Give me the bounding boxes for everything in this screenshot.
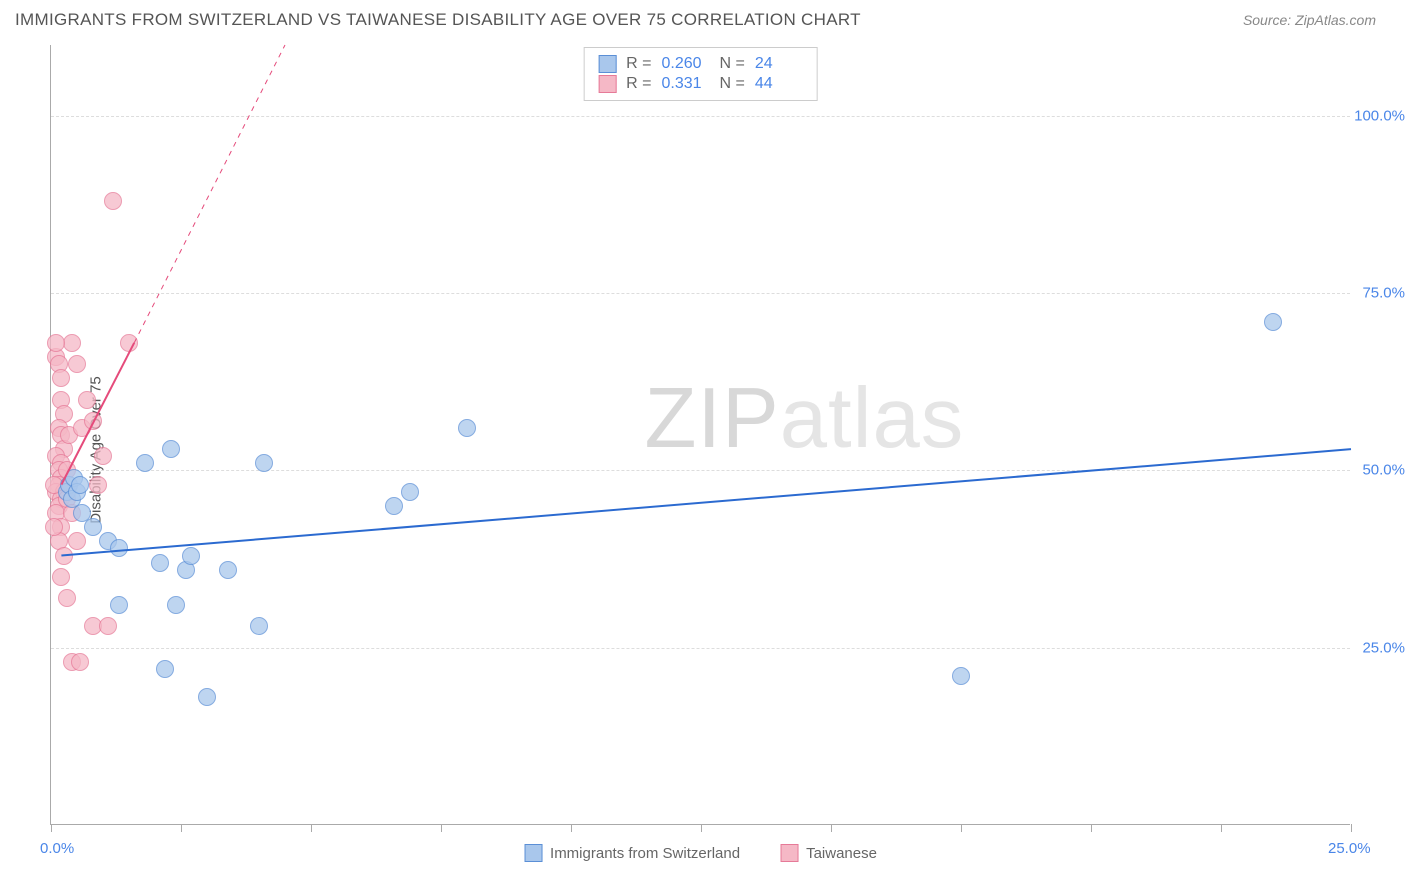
x-tick [441, 824, 442, 832]
legend-label-switzerland: Immigrants from Switzerland [550, 845, 740, 862]
bottom-legend: Immigrants from Switzerland Taiwanese [524, 844, 877, 862]
x-tick [181, 824, 182, 832]
x-tick [701, 824, 702, 832]
legend-swatch-switzerland [524, 844, 542, 862]
r-label: R = [626, 75, 651, 93]
legend-swatch-taiwanese [780, 844, 798, 862]
data-point-taiwanese [94, 447, 112, 465]
data-point-taiwanese [63, 334, 81, 352]
data-point-taiwanese [120, 334, 138, 352]
data-point-switzerland [167, 596, 185, 614]
source-attribution: Source: ZipAtlas.com [1243, 12, 1376, 28]
data-point-switzerland [156, 660, 174, 678]
x-axis-max-label: 25.0% [1328, 840, 1371, 857]
n-label: N = [720, 55, 745, 73]
data-point-switzerland [952, 667, 970, 685]
stats-row-taiwanese: R = 0.331 N = 44 [598, 74, 803, 94]
data-point-switzerland [136, 454, 154, 472]
data-point-taiwanese [68, 355, 86, 373]
x-tick [1351, 824, 1352, 832]
legend-swatch-switzerland [598, 55, 616, 73]
data-point-switzerland [219, 561, 237, 579]
grid-line [51, 116, 1350, 117]
y-tick-label: 25.0% [1362, 639, 1405, 656]
data-point-switzerland [385, 497, 403, 515]
data-point-taiwanese [71, 653, 89, 671]
x-tick [1091, 824, 1092, 832]
data-point-switzerland [255, 454, 273, 472]
data-point-switzerland [84, 518, 102, 536]
data-point-taiwanese [78, 391, 96, 409]
trend-line-ext-taiwanese [134, 45, 285, 343]
data-point-switzerland [458, 419, 476, 437]
watermark: ZIPatlas [645, 370, 965, 468]
data-point-switzerland [151, 554, 169, 572]
x-tick [571, 824, 572, 832]
data-point-taiwanese [68, 532, 86, 550]
data-point-taiwanese [45, 518, 63, 536]
data-point-switzerland [1264, 313, 1282, 331]
data-point-taiwanese [52, 568, 70, 586]
chart-title: IMMIGRANTS FROM SWITZERLAND VS TAIWANESE… [15, 10, 861, 30]
source-prefix: Source: [1243, 12, 1295, 28]
chart-container: Disability Age Over 75 ZIPatlas R = 0.26… [50, 45, 1390, 855]
data-point-taiwanese [58, 589, 76, 607]
grid-line [51, 648, 1350, 649]
data-point-taiwanese [55, 547, 73, 565]
trend-lines [51, 45, 1350, 824]
data-point-switzerland [71, 476, 89, 494]
legend-label-taiwanese: Taiwanese [806, 845, 877, 862]
data-point-switzerland [250, 617, 268, 635]
grid-line [51, 293, 1350, 294]
x-tick [831, 824, 832, 832]
grid-line [51, 470, 1350, 471]
source-name: ZipAtlas.com [1295, 12, 1376, 28]
n-label: N = [720, 75, 745, 93]
data-point-taiwanese [47, 334, 65, 352]
data-point-switzerland [198, 688, 216, 706]
x-tick [51, 824, 52, 832]
r-label: R = [626, 55, 651, 73]
y-tick-label: 100.0% [1354, 107, 1405, 124]
data-point-taiwanese [89, 476, 107, 494]
data-point-taiwanese [52, 369, 70, 387]
y-tick-label: 75.0% [1362, 285, 1405, 302]
x-tick [961, 824, 962, 832]
data-point-switzerland [401, 483, 419, 501]
stats-legend: R = 0.260 N = 24 R = 0.331 N = 44 [583, 47, 818, 101]
data-point-switzerland [182, 547, 200, 565]
data-point-taiwanese [99, 617, 117, 635]
legend-swatch-taiwanese [598, 75, 616, 93]
r-value-switzerland: 0.260 [662, 55, 710, 73]
plot-area: ZIPatlas R = 0.260 N = 24 R = 0.331 N = … [50, 45, 1350, 825]
n-value-taiwanese: 44 [755, 75, 803, 93]
stats-row-switzerland: R = 0.260 N = 24 [598, 54, 803, 74]
r-value-taiwanese: 0.331 [662, 75, 710, 93]
data-point-switzerland [110, 539, 128, 557]
data-point-switzerland [162, 440, 180, 458]
x-tick [311, 824, 312, 832]
x-tick [1221, 824, 1222, 832]
legend-item-switzerland: Immigrants from Switzerland [524, 844, 740, 862]
x-axis-min-label: 0.0% [40, 840, 74, 857]
data-point-taiwanese [104, 192, 122, 210]
n-value-switzerland: 24 [755, 55, 803, 73]
data-point-switzerland [110, 596, 128, 614]
legend-item-taiwanese: Taiwanese [780, 844, 877, 862]
y-tick-label: 50.0% [1362, 462, 1405, 479]
data-point-taiwanese [84, 412, 102, 430]
